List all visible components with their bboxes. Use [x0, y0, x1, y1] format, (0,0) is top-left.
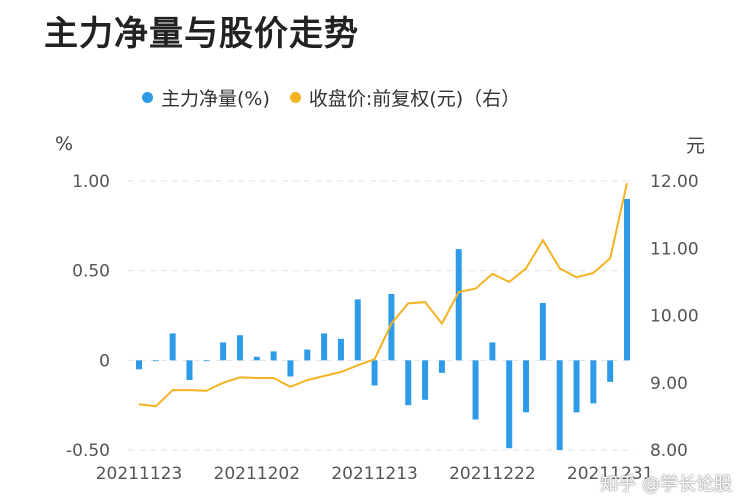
chart-title: 主力净量与股价走势: [44, 14, 359, 54]
legend: 主力净量(%) 收盘价:前复权(元)（右）: [142, 84, 534, 111]
bar: [220, 342, 227, 361]
bar: [388, 293, 395, 361]
right-tick-label: 9.00: [650, 374, 688, 394]
bar: [186, 360, 193, 381]
bar: [152, 360, 159, 362]
bar: [506, 360, 513, 449]
left-tick-label: 0.50: [72, 262, 110, 282]
left-axis-unit: %: [55, 133, 73, 155]
bar: [354, 299, 361, 361]
bar: [304, 349, 311, 361]
bar: [270, 351, 277, 361]
right-tick-label: 12.00: [650, 172, 699, 192]
bar: [438, 360, 445, 373]
bar: [371, 360, 378, 386]
legend-bar-label: 主力净量(%): [161, 88, 270, 110]
x-tick-label: 20211231: [567, 464, 654, 484]
left-tick-label: 0: [99, 351, 110, 371]
bar: [556, 360, 563, 450]
bar: [624, 198, 630, 361]
legend-item-line: 收盘价:前复权(元)（右）: [289, 84, 521, 111]
x-tick-label: 20211123: [96, 464, 183, 484]
bar: [405, 360, 412, 406]
bar: [287, 360, 294, 377]
watermark: 知乎 @学长论股: [600, 474, 732, 495]
bar: [472, 360, 479, 420]
right-axis-unit: 元: [686, 135, 705, 157]
x-tick-label: 20211213: [331, 464, 418, 484]
x-tick-label: 20211202: [214, 464, 301, 484]
bar: [236, 335, 243, 361]
right-tick-label: 11.00: [650, 239, 699, 259]
legend-line-label: 收盘价:前复权(元)（右）: [308, 88, 521, 110]
bar: [136, 360, 142, 370]
legend-item-bar: 主力净量(%): [142, 84, 270, 111]
bar: [590, 360, 597, 404]
legend-bar-marker-icon: [142, 92, 153, 103]
left-tick-label: -0.50: [66, 441, 110, 461]
bar: [337, 338, 344, 361]
left-tick-label: 1.00: [72, 172, 110, 192]
bar: [422, 360, 429, 400]
bar: [573, 360, 580, 413]
right-tick-label: 10.00: [650, 307, 699, 327]
right-tick-label: 8.00: [650, 441, 688, 461]
x-tick-label: 20211222: [449, 464, 536, 484]
bar: [489, 342, 496, 361]
price-line: [138, 182, 628, 408]
bar: [455, 249, 462, 361]
bar: [169, 333, 176, 361]
bar: [253, 356, 260, 361]
bar: [321, 333, 328, 361]
bar: [539, 302, 546, 361]
bar: [203, 360, 210, 362]
bar: [607, 360, 614, 382]
legend-line-marker-icon: [289, 92, 301, 103]
bar: [523, 360, 530, 413]
